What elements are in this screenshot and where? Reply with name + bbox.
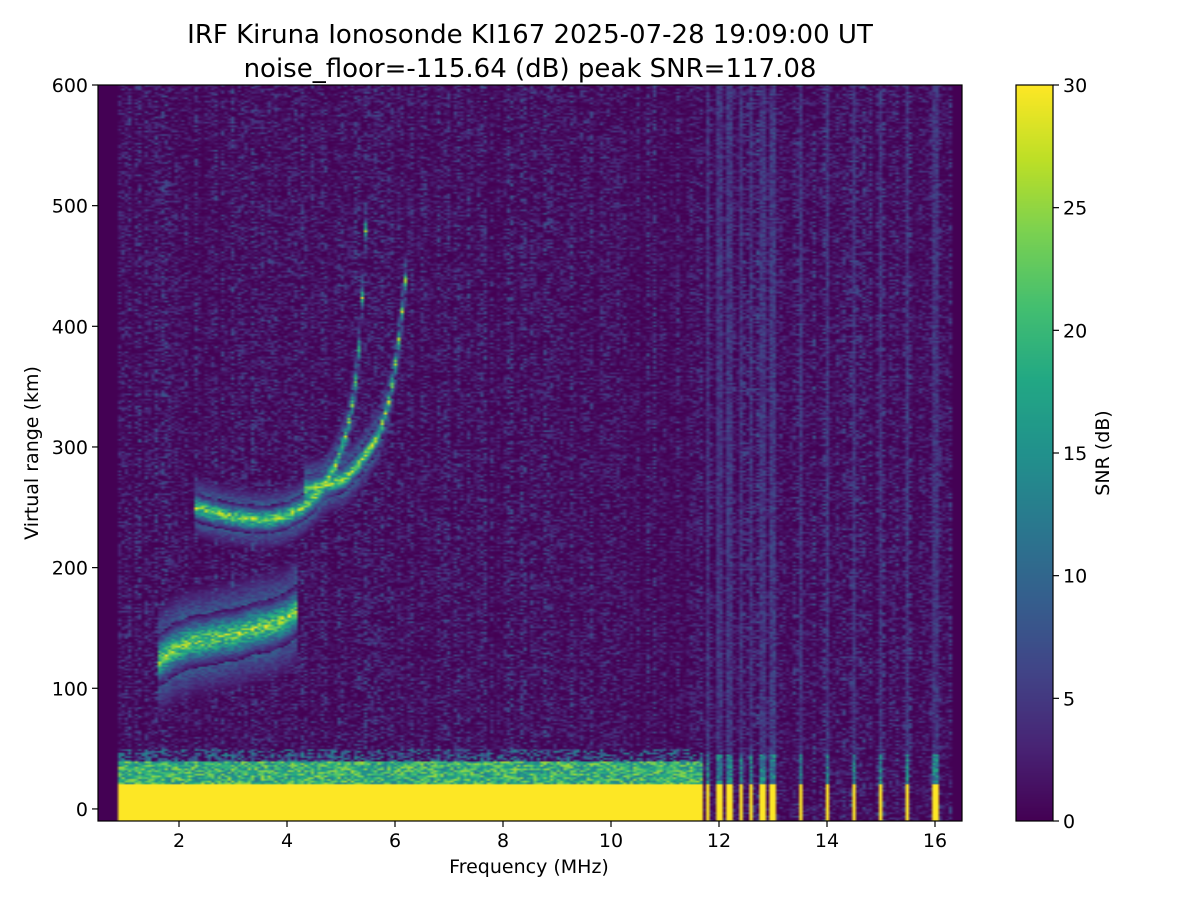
chart-title: IRF Kiruna Ionosonde KI167 2025-07-28 19… — [187, 20, 873, 50]
colorbar-tick-label: 30 — [1063, 75, 1087, 97]
y-axis-ticks: 0 100 200 300 400 500 600 — [52, 75, 98, 821]
colorbar-tick-label: 5 — [1063, 688, 1075, 710]
colorbar-tick-label: 10 — [1063, 566, 1087, 588]
y-tick-label: 400 — [52, 316, 88, 338]
colorbar-tick-label: 20 — [1063, 320, 1087, 342]
y-tick-label: 500 — [52, 196, 88, 218]
colorbar-gradient — [1016, 85, 1053, 821]
x-axis-label: Frequency (MHz) — [449, 856, 609, 878]
y-tick-label: 600 — [52, 75, 88, 97]
x-tick-label: 10 — [599, 830, 623, 852]
colorbar-label: SNR (dB) — [1092, 410, 1114, 495]
x-tick-label: 14 — [815, 830, 839, 852]
x-tick-label: 8 — [497, 830, 509, 852]
x-tick-label: 6 — [389, 830, 401, 852]
colorbar-ticks: 0 5 10 15 20 25 30 — [1053, 75, 1087, 833]
x-axis-ticks: 2 4 6 8 10 12 14 16 — [173, 821, 947, 852]
y-tick-label: 100 — [52, 678, 88, 700]
x-tick-label: 4 — [281, 830, 293, 852]
x-tick-label: 12 — [707, 830, 731, 852]
x-tick-label: 16 — [923, 830, 947, 852]
y-tick-label: 300 — [52, 437, 88, 459]
heatmap-image — [98, 85, 962, 821]
colorbar-tick-label: 25 — [1063, 198, 1087, 220]
y-tick-label: 200 — [52, 558, 88, 580]
colorbar-tick-label: 15 — [1063, 443, 1087, 465]
y-axis-label: Virtual range (km) — [21, 366, 43, 540]
plot-frame — [97, 84, 963, 822]
x-tick-label: 2 — [173, 830, 185, 852]
chart-subtitle: noise_floor=-115.64 (dB) peak SNR=117.08 — [244, 54, 817, 84]
y-tick-label: 0 — [76, 799, 88, 821]
colorbar-tick-label: 0 — [1063, 811, 1075, 833]
